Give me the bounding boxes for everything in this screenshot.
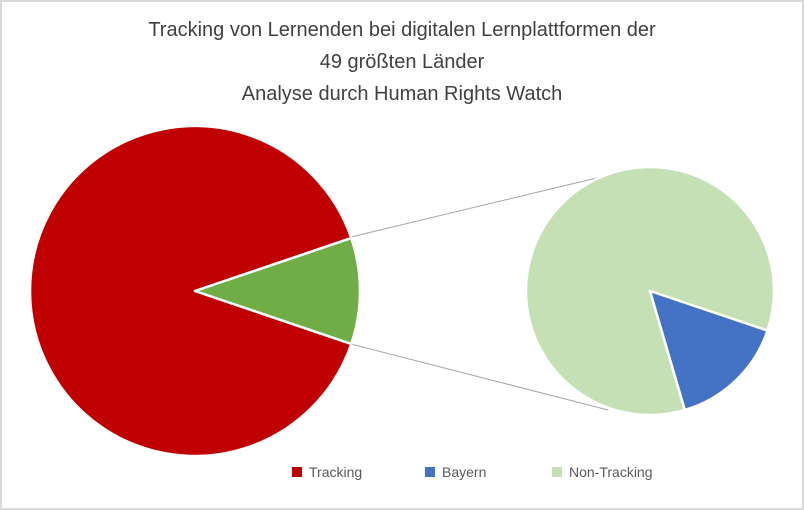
legend-label-bayern: Bayern	[442, 464, 487, 480]
non-tracking-legend-swatch-icon	[552, 467, 562, 477]
bayern-legend-swatch-icon	[425, 467, 435, 477]
connector-line-bottom	[350, 343, 609, 411]
connector-line-top	[350, 174, 610, 238]
legend-label-non-tracking: Non-Tracking	[569, 464, 653, 480]
main-pie-slice-tracking	[28, 124, 353, 458]
secondary-pie-slice-bayern	[648, 289, 769, 412]
chart-title-line-1: Tracking von Lernenden bei digitalen Ler…	[148, 19, 656, 41]
chart-title-line-3: Analyse durch Human Rights Watch	[241, 83, 563, 105]
legend-item-non-tracking: Non-Tracking	[552, 463, 653, 481]
legend-label-tracking: Tracking	[309, 464, 363, 480]
tracking-legend-swatch-icon	[292, 467, 302, 477]
chart-title-line-2: 49 größten Länder	[319, 51, 485, 73]
chart-title: Tracking von Lernenden bei digitalen Ler…	[2, 14, 802, 110]
legend-item-tracking: Tracking	[292, 463, 362, 481]
main-pie-slice-breakout-group	[193, 236, 362, 346]
legend-item-bayern: Bayern	[425, 463, 486, 481]
